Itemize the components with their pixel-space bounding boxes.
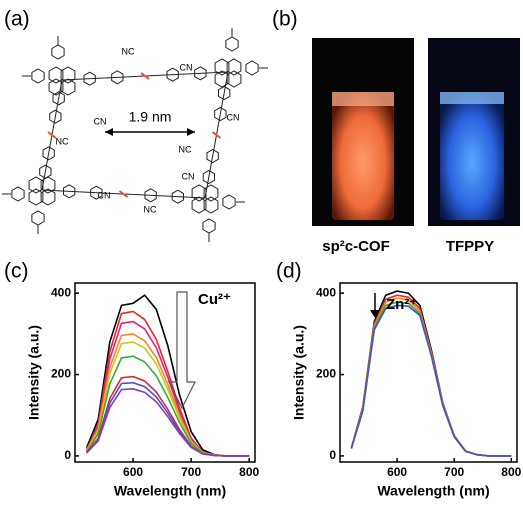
vial [440,92,504,220]
ring [226,70,242,88]
cn-label: CN [180,62,193,72]
ring [90,185,103,200]
x-tick-label: 700 [181,465,201,479]
cn-label: NC [122,46,135,56]
plot-frame [74,282,256,463]
vinyl [211,131,222,139]
ring [226,58,242,76]
x-tick-label: 700 [444,465,464,479]
ring [49,109,62,124]
vinyl [140,72,150,80]
vial-meniscus [332,92,394,106]
cn-label: CN [182,171,195,181]
y-tick-label: 0 [64,448,71,462]
distance-label: 1.9 nm [129,109,172,125]
cn-label: CN [98,190,111,200]
x-tick-label: 800 [239,465,259,479]
ring [111,70,124,85]
ring [60,66,76,84]
ring [48,78,64,96]
ring [166,67,179,82]
y-tick-label: 200 [316,367,336,381]
y-tick-label: 400 [316,285,336,299]
y-tick-label: 200 [51,367,71,381]
ring [214,58,230,76]
cn-label: NC [179,144,192,154]
panel-label: (b) [272,8,298,31]
y-tick-label: 400 [51,285,71,299]
vial-meniscus [440,92,504,104]
ring [203,184,219,202]
arrow-head [370,310,380,318]
ring [191,184,207,202]
hollow-arrow [168,291,196,410]
ring [42,146,55,161]
annotation: Zn²⁺ [386,296,417,313]
ring [214,106,227,122]
vinyl [47,131,57,139]
ring [194,66,207,81]
annotation: Cu²⁺ [198,291,231,308]
ring [222,194,236,210]
ring [203,196,219,214]
x-tick-label: 600 [123,465,143,479]
ring [52,91,65,106]
y-axis-label: Intensity (a.u.) [291,325,307,420]
ring [202,169,215,185]
panel-label: (c) [4,260,29,283]
spectrum [350,304,512,457]
cn-label: CN [94,116,107,126]
cn-label: NC [144,204,157,214]
ring [28,188,44,206]
ring [191,196,207,214]
ring [214,70,230,88]
ring [206,148,219,164]
x-axis-label: Wavelength (nm) [377,483,489,499]
vial [332,92,394,220]
ring [31,68,45,84]
ring [60,78,76,96]
ring [63,184,76,199]
cn-label: NC [56,136,69,146]
x-tick-label: 600 [387,465,407,479]
photo-label: TFPPY [446,238,494,255]
ring [171,189,184,204]
cn-label: CN [227,112,240,122]
ring [11,186,25,202]
y-axis-label: Intensity (a.u.) [26,325,42,420]
x-tick-label: 800 [501,465,521,479]
x-axis-label: Wavelength (nm) [114,483,226,499]
spectrum [86,387,250,457]
ring [245,60,259,76]
ring [51,44,65,60]
spectrum [350,297,512,457]
y-tick-label: 0 [329,448,336,462]
ring [31,210,45,226]
vinyl [118,190,129,198]
spectrum [350,301,512,457]
photo-label: sp²c-COF [322,238,390,255]
ring [225,36,239,52]
ring [202,218,216,234]
ring [40,176,56,194]
ring [48,66,64,84]
ring [218,85,231,101]
ring [83,71,96,86]
ring [144,188,157,203]
ring [40,188,56,206]
plot-frame [339,282,518,463]
panel-label: (a) [4,8,30,31]
ring [28,176,44,194]
panel-label: (d) [276,260,302,283]
spectrum [86,381,250,457]
